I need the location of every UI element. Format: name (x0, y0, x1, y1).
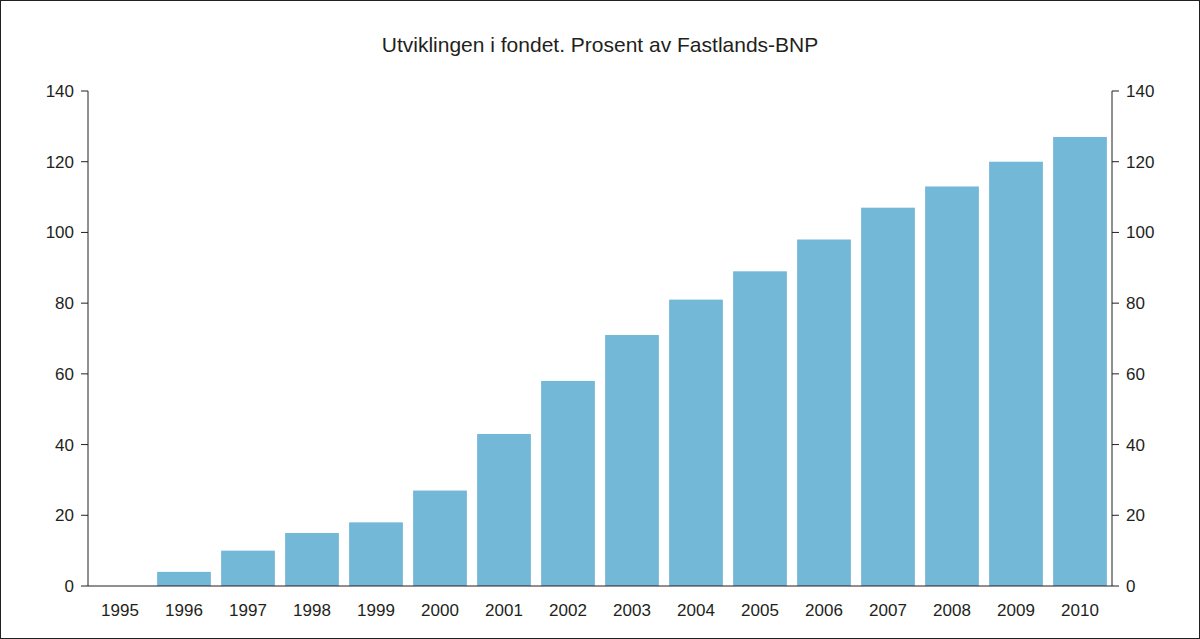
x-tick-label: 2008 (933, 601, 971, 620)
x-tick-label: 2006 (805, 601, 843, 620)
bar (221, 551, 275, 586)
x-tick-label: 1998 (293, 601, 331, 620)
bar (989, 162, 1043, 586)
bar (157, 572, 211, 586)
x-tick-label: 1995 (101, 601, 139, 620)
y2-tick (1112, 232, 1119, 233)
y2-tick (1112, 303, 1119, 304)
x-axis (88, 586, 1112, 587)
y-tick-label: 20 (55, 506, 74, 525)
y-tick (81, 586, 88, 587)
bar (349, 522, 403, 586)
x-tick-label: 2000 (421, 601, 459, 620)
x-tick-label: 2003 (613, 601, 651, 620)
bar (925, 186, 979, 586)
bar (413, 491, 467, 586)
frame (1, 1, 1200, 639)
x-tick-label: 1999 (357, 601, 395, 620)
x-tick-label: 1996 (165, 601, 203, 620)
y-tick (81, 303, 88, 304)
y2-tick (1112, 586, 1119, 587)
y-tick (81, 444, 88, 445)
y2-tick (1112, 373, 1119, 374)
bar (477, 434, 531, 586)
bar (541, 381, 595, 586)
y-axis (88, 91, 89, 586)
bar (733, 271, 787, 586)
bar (669, 300, 723, 586)
y2-tick (1112, 444, 1119, 445)
x-tick-label: 2010 (1061, 601, 1099, 620)
y-tick (81, 232, 88, 233)
y2-tick-label: 120 (1126, 153, 1154, 172)
bar (797, 240, 851, 587)
y-tick (81, 161, 88, 162)
x-tick-label: 2001 (485, 601, 523, 620)
x-tick-label: 2004 (677, 601, 715, 620)
bar (861, 208, 915, 586)
bar (605, 335, 659, 586)
y2-tick (1112, 161, 1119, 162)
bars (157, 137, 1107, 586)
y2-tick-label: 60 (1126, 365, 1145, 384)
x-tick-label: 2009 (997, 601, 1035, 620)
y-tick-label: 100 (46, 223, 74, 242)
y-tick-label: 80 (55, 294, 74, 313)
y2-tick (1112, 91, 1119, 92)
y2-tick (1112, 515, 1119, 516)
y-tick (81, 373, 88, 374)
y-tick-label: 60 (55, 365, 74, 384)
bar (285, 533, 339, 586)
x-tick-label: 2007 (869, 601, 907, 620)
bar (1053, 137, 1107, 586)
x-tick-label: 1997 (229, 601, 267, 620)
x-tick-label: 2005 (741, 601, 779, 620)
y2-tick-label: 40 (1126, 436, 1145, 455)
y-tick-label: 0 (65, 577, 74, 596)
x-tick-label: 2002 (549, 601, 587, 620)
y-tick-label: 120 (46, 153, 74, 172)
title: Utviklingen i fondet. Prosent av Fastlan… (382, 33, 819, 56)
y2-tick-label: 0 (1126, 577, 1135, 596)
y2-tick-label: 20 (1126, 506, 1145, 525)
y2-tick-label: 80 (1126, 294, 1145, 313)
chart: Utviklingen i fondet. Prosent av Fastlan… (0, 0, 1200, 639)
y-tick (81, 91, 88, 92)
y2-tick-label: 140 (1126, 82, 1154, 101)
y2-tick-label: 100 (1126, 223, 1154, 242)
y-tick (81, 515, 88, 516)
y-tick-label: 40 (55, 436, 74, 455)
y2-axis (1112, 91, 1113, 586)
y-tick-label: 140 (46, 82, 74, 101)
